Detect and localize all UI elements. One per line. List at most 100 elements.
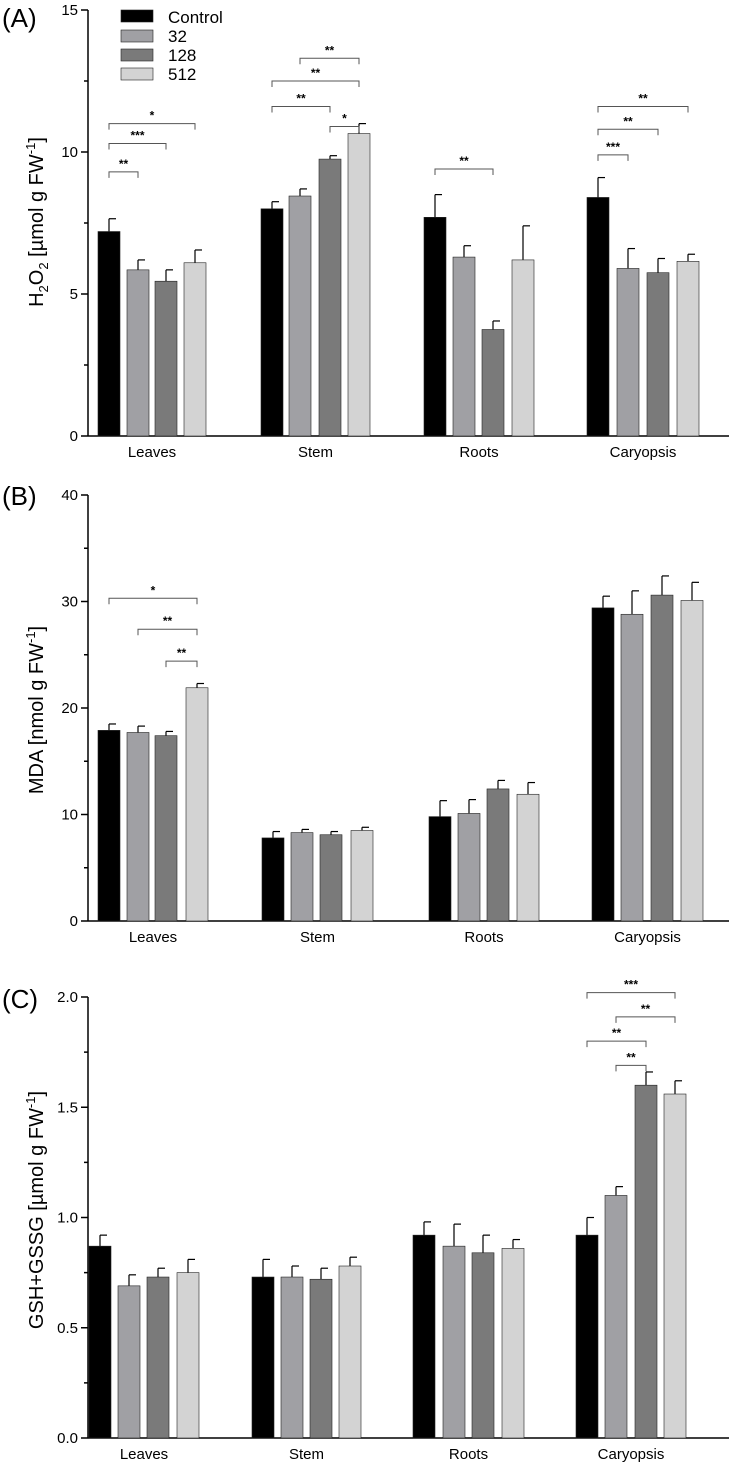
- bar-control-caryopsis: [591, 607, 615, 922]
- significance-bracket: [615, 1016, 676, 1023]
- y-tick-label: 5: [70, 286, 78, 303]
- bar-512-stem: [338, 1265, 362, 1439]
- significance-label: **: [638, 92, 648, 106]
- y-title-a-unit: [µmol g FW: [26, 154, 48, 262]
- bar-control-roots: [423, 217, 447, 437]
- legend-label-32: 32: [168, 27, 187, 46]
- bar-control-roots: [412, 1234, 436, 1439]
- bar-32-leaves: [117, 1285, 141, 1439]
- y-tick-label: 0.5: [57, 1320, 78, 1337]
- y-title-b-exp: -1: [23, 631, 38, 643]
- significance-label: **: [119, 157, 129, 171]
- significance-label: **: [612, 1026, 622, 1040]
- category-label: Caryopsis: [610, 444, 677, 461]
- y-tick-label: 2.0: [57, 989, 78, 1006]
- y-title-a-exp: -1: [23, 143, 38, 155]
- bar-control-leaves: [97, 231, 121, 437]
- legend-label-128: 128: [168, 46, 196, 65]
- bar-control-stem: [251, 1276, 275, 1439]
- category-label: Roots: [449, 1446, 488, 1463]
- significance-bracket: [615, 1064, 647, 1072]
- bar-512-caryopsis: [676, 261, 700, 437]
- significance-bracket: [434, 168, 494, 176]
- significance-label: **: [163, 614, 173, 628]
- y-tick-label: 40: [61, 487, 78, 504]
- bar-512-stem: [350, 830, 374, 922]
- category-label: Stem: [289, 1446, 324, 1463]
- significance-label: **: [177, 646, 187, 660]
- y-tick-label: 0.0: [57, 1430, 78, 1447]
- panel-label-a: (A): [2, 3, 37, 33]
- significance-label: *: [342, 111, 347, 125]
- y-tick-label: 0: [70, 913, 78, 930]
- bar-128-caryopsis: [634, 1084, 658, 1439]
- bar-128-leaves: [154, 735, 178, 922]
- y-axis-title-a: H2O2 [µmol g FW-1]: [23, 137, 51, 307]
- category-label: Stem: [300, 929, 335, 946]
- category-label: Caryopsis: [598, 1446, 665, 1463]
- bar-128-caryopsis: [646, 272, 670, 437]
- legend-swatch-128: [120, 48, 154, 62]
- y-tick-label: 10: [61, 807, 78, 824]
- bar-32-stem: [280, 1276, 304, 1439]
- significance-bracket: [299, 57, 360, 65]
- y-title-c-main: GSH+GSSG [µmol g FW: [26, 1108, 48, 1329]
- bar-control-stem: [260, 208, 284, 437]
- chart-panel-c: 0.0 0.5 1.0 1.5 2.0 Leaves Stem Roots Caryopsis *…: [57, 978, 729, 1463]
- bar-32-roots: [452, 256, 476, 437]
- bar-512-leaves: [176, 1272, 200, 1439]
- significance-bracket: [597, 154, 629, 161]
- bar-128-stem: [319, 834, 343, 922]
- category-label: Roots: [464, 929, 503, 946]
- bar-128-roots: [481, 329, 505, 437]
- category-label: Caryopsis: [614, 929, 681, 946]
- category-label: Roots: [459, 444, 498, 461]
- significance-label: **: [459, 154, 469, 168]
- panel-label-b: (B): [2, 481, 37, 511]
- bar-control-caryopsis: [586, 197, 610, 437]
- bar-128-stem: [318, 158, 342, 437]
- bar-512-roots: [516, 793, 540, 922]
- significance-label: ***: [624, 978, 638, 992]
- significance-label: *: [151, 583, 156, 597]
- significance-label: *: [150, 109, 155, 123]
- y-title-b-end: ]: [26, 626, 48, 632]
- category-label: Stem: [298, 444, 333, 461]
- significance-bracket: [137, 628, 198, 636]
- bar-512-caryopsis: [680, 600, 704, 922]
- y-title-a-sub2: 2: [36, 262, 51, 269]
- bar-128-caryopsis: [650, 594, 674, 922]
- y-axis-title-c: GSH+GSSG [µmol g FW-1]: [23, 1091, 48, 1329]
- bar-32-leaves: [126, 269, 150, 437]
- significance-label: ***: [130, 128, 144, 142]
- bar-control-leaves: [88, 1245, 112, 1439]
- legend: Control 32 128 512: [120, 8, 223, 84]
- bar-control-stem: [261, 837, 285, 922]
- bar-control-roots: [428, 816, 452, 922]
- bar-128-leaves: [154, 280, 178, 437]
- legend-label-control: Control: [168, 8, 223, 27]
- y-tick-label: 0: [70, 428, 78, 445]
- significance-bracket: [108, 123, 196, 130]
- y-title-a-o: O: [26, 270, 48, 286]
- bar-512-roots: [511, 259, 535, 437]
- bar-32-caryopsis: [604, 1195, 628, 1439]
- category-label: Leaves: [129, 929, 177, 946]
- y-tick-label: 20: [61, 700, 78, 717]
- bar-512-stem: [347, 133, 371, 437]
- bar-512-leaves: [183, 262, 207, 437]
- significance-label: **: [626, 1050, 636, 1064]
- legend-swatch-control: [120, 9, 154, 23]
- significance-bracket: [586, 992, 676, 999]
- bar-32-roots: [442, 1245, 466, 1439]
- category-label: Leaves: [128, 444, 176, 461]
- bar-32-caryopsis: [616, 268, 640, 437]
- bar-128-roots: [471, 1252, 495, 1439]
- y-tick-label: 10: [61, 144, 78, 161]
- significance-label: **: [623, 114, 633, 128]
- significance-bracket: [271, 106, 331, 113]
- significance-bracket: [329, 125, 360, 133]
